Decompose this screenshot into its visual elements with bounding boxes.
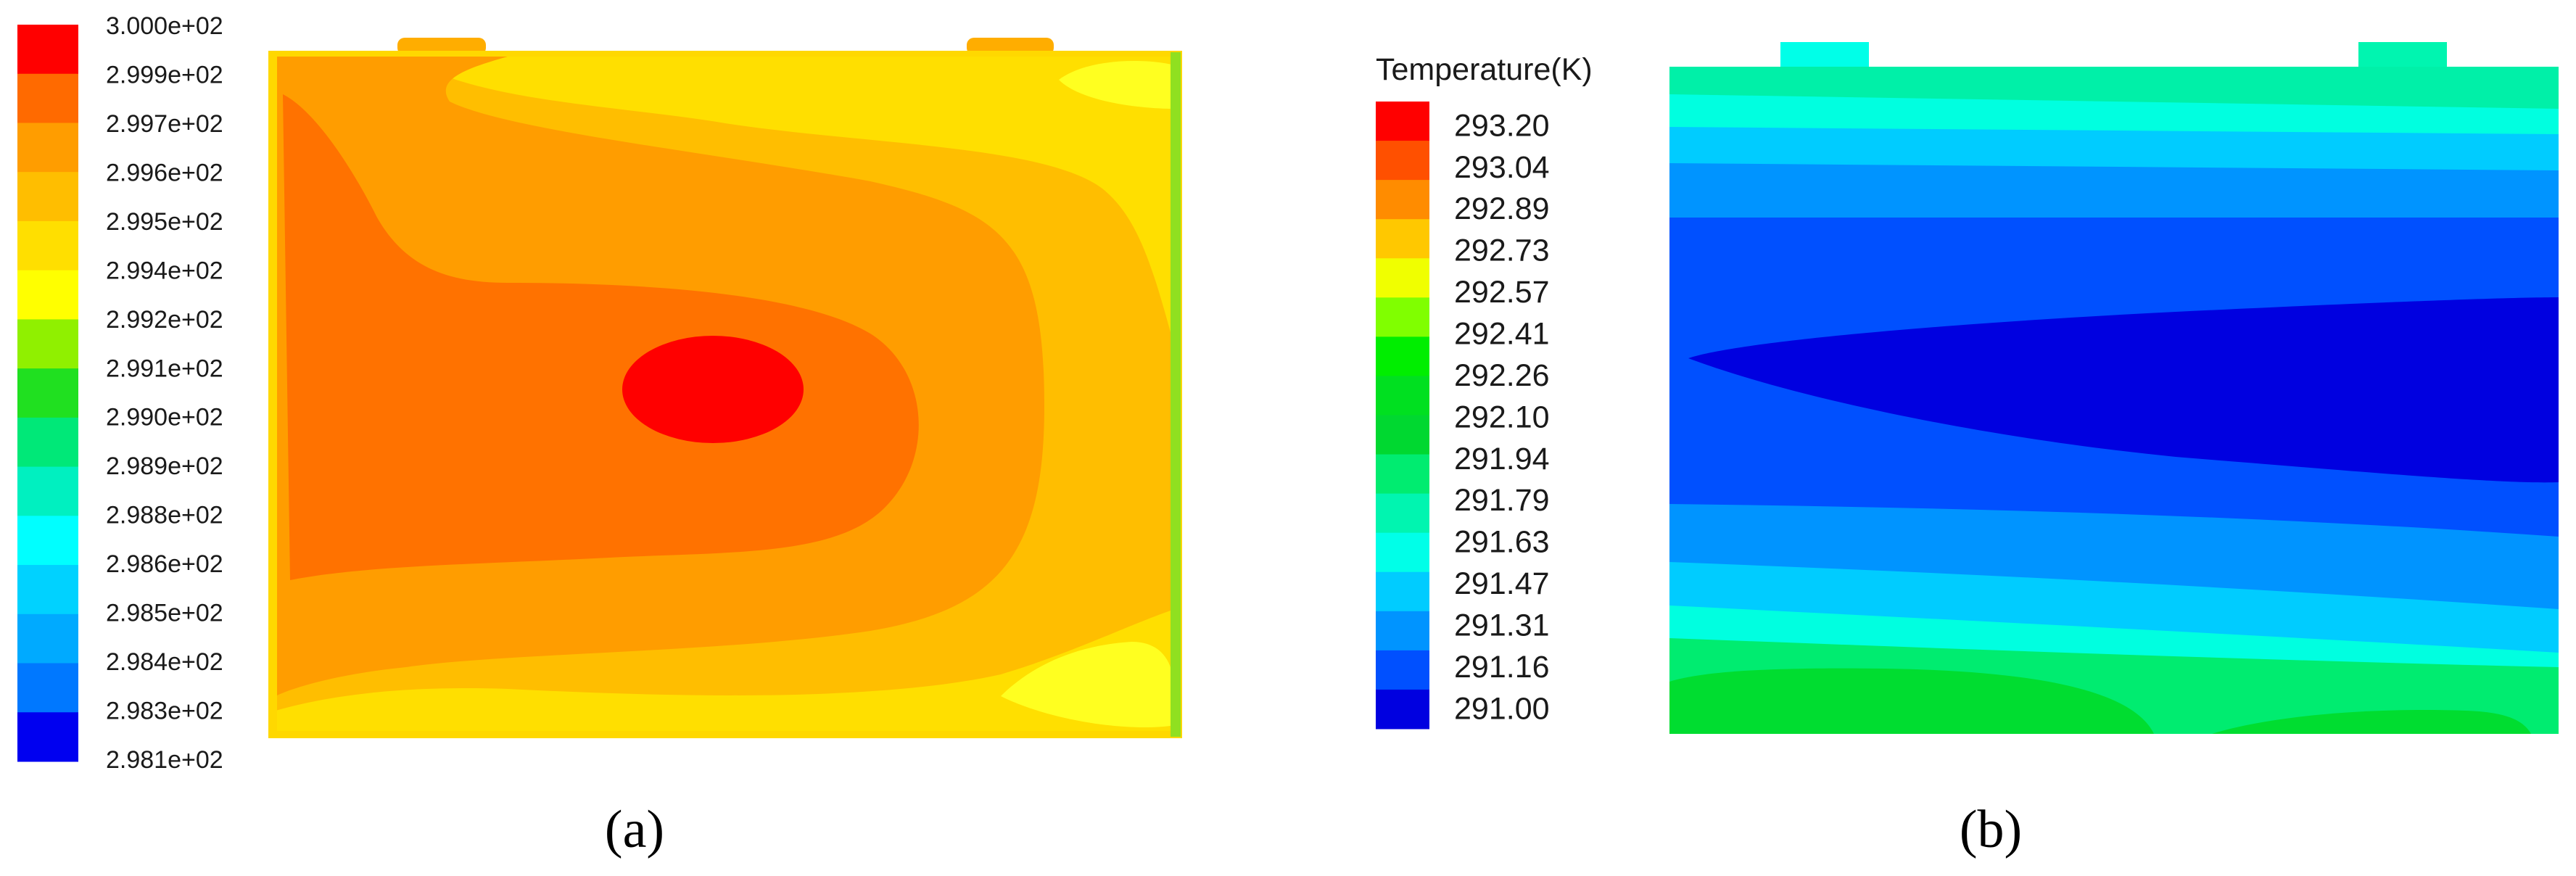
colorbar-tick-label: 2.990e+02 bbox=[106, 404, 223, 431]
colorbar-tick-label: 2.992e+02 bbox=[106, 306, 223, 334]
colorbar-swatch bbox=[17, 613, 78, 664]
panel-label-b: (b) bbox=[1960, 800, 2022, 859]
colorbar-swatch bbox=[1376, 611, 1429, 651]
colorbar-tick-label: 2.984e+02 bbox=[106, 648, 223, 676]
colorbar-b bbox=[1376, 102, 1429, 730]
colorbar-swatch bbox=[1376, 102, 1429, 141]
colorbar-tick-label: 292.41 bbox=[1454, 317, 1550, 352]
colorbar-swatch bbox=[1376, 219, 1429, 259]
contour-band-yellow-top bbox=[406, 57, 1175, 348]
colorbar-swatch bbox=[1376, 454, 1429, 495]
contour-band-light-yellow-corner-bottom bbox=[1001, 642, 1175, 728]
colorbar-tick-label: 3.000e+02 bbox=[106, 12, 223, 40]
colorbar-tick-label: 291.94 bbox=[1454, 442, 1550, 476]
colorbar-swatch bbox=[17, 319, 78, 369]
colorbar-swatch bbox=[17, 565, 78, 615]
colorbar-swatch bbox=[1376, 297, 1429, 337]
colorbar-tick-label: 291.63 bbox=[1454, 525, 1550, 560]
colorbar-tick-label: 2.996e+02 bbox=[106, 159, 223, 186]
band-b-10 bbox=[2212, 710, 2531, 734]
colorbar-tick-label: 2.997e+02 bbox=[106, 110, 223, 138]
colorbar-b-title: Temperature(K) bbox=[1376, 52, 1593, 87]
colorbar-tick-label: 291.79 bbox=[1454, 483, 1550, 518]
colorbar-tick-label: 2.986e+02 bbox=[106, 550, 223, 578]
colorbar-swatch bbox=[17, 712, 78, 762]
colorbar-tick-label: 291.47 bbox=[1454, 566, 1550, 601]
colorbar-swatch bbox=[17, 220, 78, 271]
panel-label-a: (a) bbox=[605, 800, 664, 859]
hot-spot bbox=[622, 336, 804, 443]
colorbar-swatch bbox=[1376, 493, 1429, 534]
band-b-9 bbox=[1669, 668, 2154, 734]
colorbar-swatch bbox=[17, 172, 78, 222]
colorbar-swatch bbox=[17, 417, 78, 468]
colorbar-swatch bbox=[17, 466, 78, 516]
colorbar-swatch bbox=[17, 25, 78, 75]
colorbar-swatch bbox=[17, 368, 78, 418]
colorbar-swatch bbox=[1376, 336, 1429, 376]
colorbar-swatch bbox=[17, 270, 78, 320]
colorbar-swatch bbox=[17, 663, 78, 713]
contour-band-dark-orange bbox=[283, 94, 919, 580]
colorbar-tick-label: 292.26 bbox=[1454, 358, 1550, 393]
colorbar-tick-label: 2.981e+02 bbox=[106, 746, 223, 774]
terminal-tab-left-b bbox=[1780, 42, 1869, 68]
colorbar-tick-label: 291.31 bbox=[1454, 608, 1550, 643]
colorbar-tick-label: 292.89 bbox=[1454, 191, 1550, 226]
colorbar-tick-label: 292.57 bbox=[1454, 275, 1550, 310]
colorbar-tick-label: 2.985e+02 bbox=[106, 600, 223, 627]
colorbar-tick-label: 293.20 bbox=[1454, 108, 1550, 143]
colorbar-tick-label: 2.995e+02 bbox=[106, 208, 223, 236]
colorbar-swatch bbox=[1376, 141, 1429, 181]
colorbar-tick-label: 2.989e+02 bbox=[106, 453, 223, 480]
colorbar-swatch bbox=[1376, 689, 1429, 730]
colorbar-b-ticks: 293.20 293.04 292.89 292.73 292.57 292.41 292.… bbox=[1454, 108, 1550, 726]
edge-yellow-left-a bbox=[270, 52, 277, 737]
colorbar-swatch bbox=[1376, 415, 1429, 455]
contour-map-b bbox=[1669, 42, 2559, 734]
colorbar-tick-label: 2.999e+02 bbox=[106, 61, 223, 88]
colorbar-a bbox=[17, 25, 78, 762]
colorbar-tick-label: 291.16 bbox=[1454, 650, 1550, 685]
colorbar-swatch bbox=[1376, 650, 1429, 690]
colorbar-tick-label: 292.73 bbox=[1454, 234, 1550, 268]
colorbar-swatch bbox=[1376, 532, 1429, 573]
colorbar-swatch bbox=[17, 516, 78, 566]
colorbar-tick-label: 292.10 bbox=[1454, 400, 1550, 434]
edge-green-a bbox=[1171, 52, 1181, 737]
colorbar-swatch bbox=[17, 73, 78, 123]
colorbar-swatch bbox=[1376, 376, 1429, 416]
colorbar-swatch bbox=[1376, 571, 1429, 612]
contour-band-yellow-bottom bbox=[276, 609, 1175, 731]
colorbar-tick-label: 2.988e+02 bbox=[106, 502, 223, 529]
panel-a: 3.000e+02 2.999e+02 2.997e+02 2.996e+02 2.99… bbox=[17, 12, 1182, 859]
colorbar-tick-label: 2.994e+02 bbox=[106, 257, 223, 284]
terminal-tab-right-b bbox=[2358, 42, 2447, 68]
colorbar-tick-label: 291.00 bbox=[1454, 691, 1550, 726]
colorbar-swatch bbox=[17, 123, 78, 173]
colorbar-swatch bbox=[1376, 258, 1429, 298]
colorbar-tick-label: 2.991e+02 bbox=[106, 355, 223, 382]
colorbar-swatch bbox=[1376, 180, 1429, 220]
colorbar-a-ticks: 3.000e+02 2.999e+02 2.997e+02 2.996e+02 2.99… bbox=[106, 12, 223, 774]
band-b-darkest bbox=[1688, 297, 2559, 483]
contour-band-light-yellow-corner-top bbox=[1059, 61, 1175, 109]
contour-map-a bbox=[268, 38, 1182, 738]
panel-b: Temperature(K) 293.20293.04292.89292.732… bbox=[1376, 42, 2559, 859]
colorbar-tick-label: 2.983e+02 bbox=[106, 698, 223, 725]
colorbar-tick-label: 293.04 bbox=[1454, 150, 1550, 185]
